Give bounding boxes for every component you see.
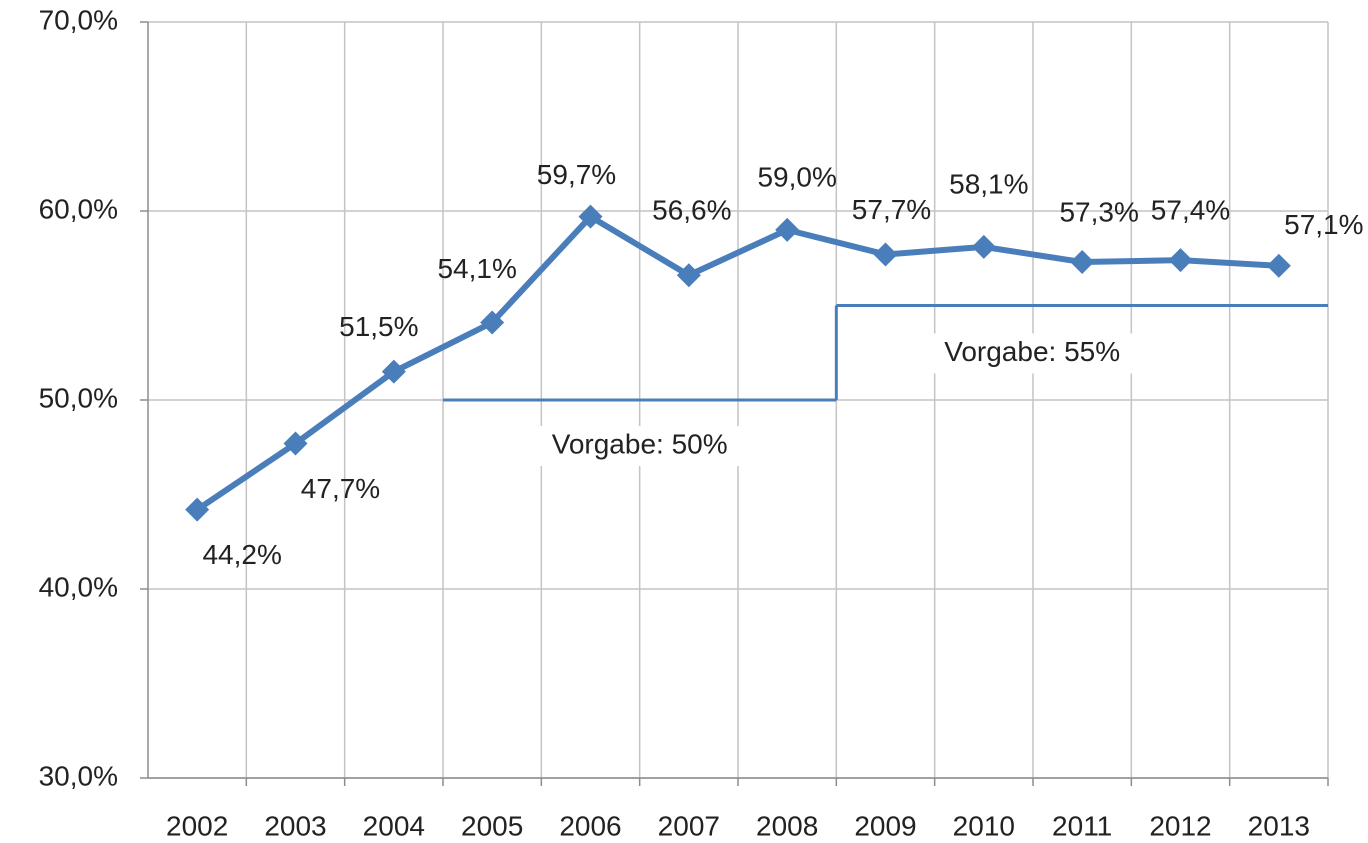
marker [381, 359, 406, 384]
marker [1070, 250, 1095, 275]
y-tick-label: 50,0% [39, 382, 118, 413]
target-label-bg [529, 426, 750, 466]
data-label: 59,7% [537, 159, 616, 190]
data-label: 44,2% [202, 539, 281, 570]
marker [578, 204, 603, 229]
data-label: 59,0% [757, 161, 836, 192]
x-tick-label: 2003 [264, 810, 326, 841]
x-tick-label: 2011 [1052, 810, 1112, 841]
data-label: 47,7% [301, 473, 380, 504]
data-label: 54,1% [437, 253, 516, 284]
marker [1168, 248, 1193, 273]
x-tick-label: 2008 [756, 810, 818, 841]
data-label: 58,1% [949, 168, 1028, 199]
x-tick-label: 2007 [658, 810, 720, 841]
x-tick-label: 2004 [363, 810, 425, 841]
y-tick-label: 40,0% [39, 571, 118, 602]
x-tick-label: 2002 [166, 810, 228, 841]
x-tick-label: 2013 [1248, 810, 1310, 841]
y-tick-label: 70,0% [39, 4, 118, 35]
data-label: 57,7% [852, 194, 931, 225]
marker [676, 263, 701, 288]
marker [283, 431, 308, 456]
data-label: 57,1% [1284, 209, 1363, 240]
marker [480, 310, 505, 335]
data-label: 57,3% [1059, 196, 1138, 227]
target-label: Vorgabe: 55% [944, 336, 1120, 367]
y-tick-label: 60,0% [39, 193, 118, 224]
data-label: 57,4% [1151, 195, 1230, 226]
x-tick-label: 2005 [461, 810, 523, 841]
data-label: 51,5% [339, 311, 418, 342]
x-tick-label: 2012 [1149, 810, 1211, 841]
marker [873, 242, 898, 267]
target-label: Vorgabe: 50% [552, 428, 728, 459]
x-tick-label: 2009 [854, 810, 916, 841]
y-tick-label: 30,0% [39, 760, 118, 791]
series-line [195, 213, 1280, 513]
x-tick-label: 2010 [953, 810, 1015, 841]
data-label: 56,6% [652, 195, 731, 226]
marker [971, 234, 996, 259]
marker [1266, 253, 1291, 278]
marker [775, 217, 800, 242]
x-tick-label: 2006 [559, 810, 621, 841]
marker [185, 497, 210, 522]
target-label-bg [922, 333, 1143, 374]
